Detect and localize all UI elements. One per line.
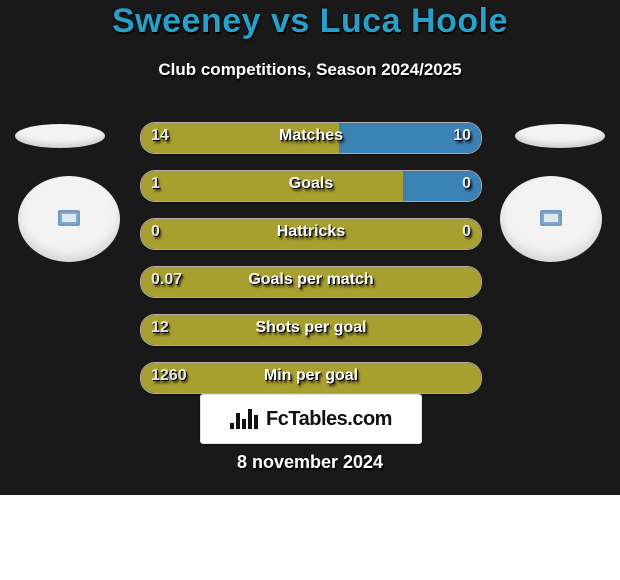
bar-right-seg (339, 123, 481, 153)
bar-row: Goals10 (140, 170, 482, 202)
bar-left-seg (141, 363, 481, 393)
left-player-ellipse (15, 124, 105, 148)
bar-row: Shots per goal12 (140, 314, 482, 346)
bar-left-seg (141, 315, 481, 345)
bar-row: Goals per match0.07 (140, 266, 482, 298)
bar-right-seg (311, 219, 481, 249)
bar-row: Matches1410 (140, 122, 482, 154)
page-title: Sweeney vs Luca Hoole (0, 2, 620, 41)
left-player-disc (18, 176, 120, 262)
fctables-logo[interactable]: FcTables.com (200, 394, 422, 444)
date-text: 8 november 2024 (0, 452, 620, 473)
bar-left-seg (141, 267, 481, 297)
bar-left-seg (141, 123, 339, 153)
right-player-ellipse (515, 124, 605, 148)
right-player-chip (540, 210, 562, 226)
right-player-disc (500, 176, 602, 262)
left-player-chip (58, 210, 80, 226)
bar-left-seg (141, 171, 403, 201)
bar-right-seg (403, 171, 481, 201)
bar-row: Min per goal1260 (140, 362, 482, 394)
comparison-bars: Matches1410 Goals10 Hattricks00 Goals per m… (140, 122, 480, 410)
page-subtitle: Club competitions, Season 2024/2025 (0, 60, 620, 80)
logo-text: FcTables.com (266, 408, 392, 431)
bar-left-seg (141, 219, 311, 249)
logo-bars-icon (230, 409, 258, 429)
comparison-panel: Sweeney vs Luca Hoole Club competitions,… (0, 0, 620, 495)
bar-row: Hattricks00 (140, 218, 482, 250)
